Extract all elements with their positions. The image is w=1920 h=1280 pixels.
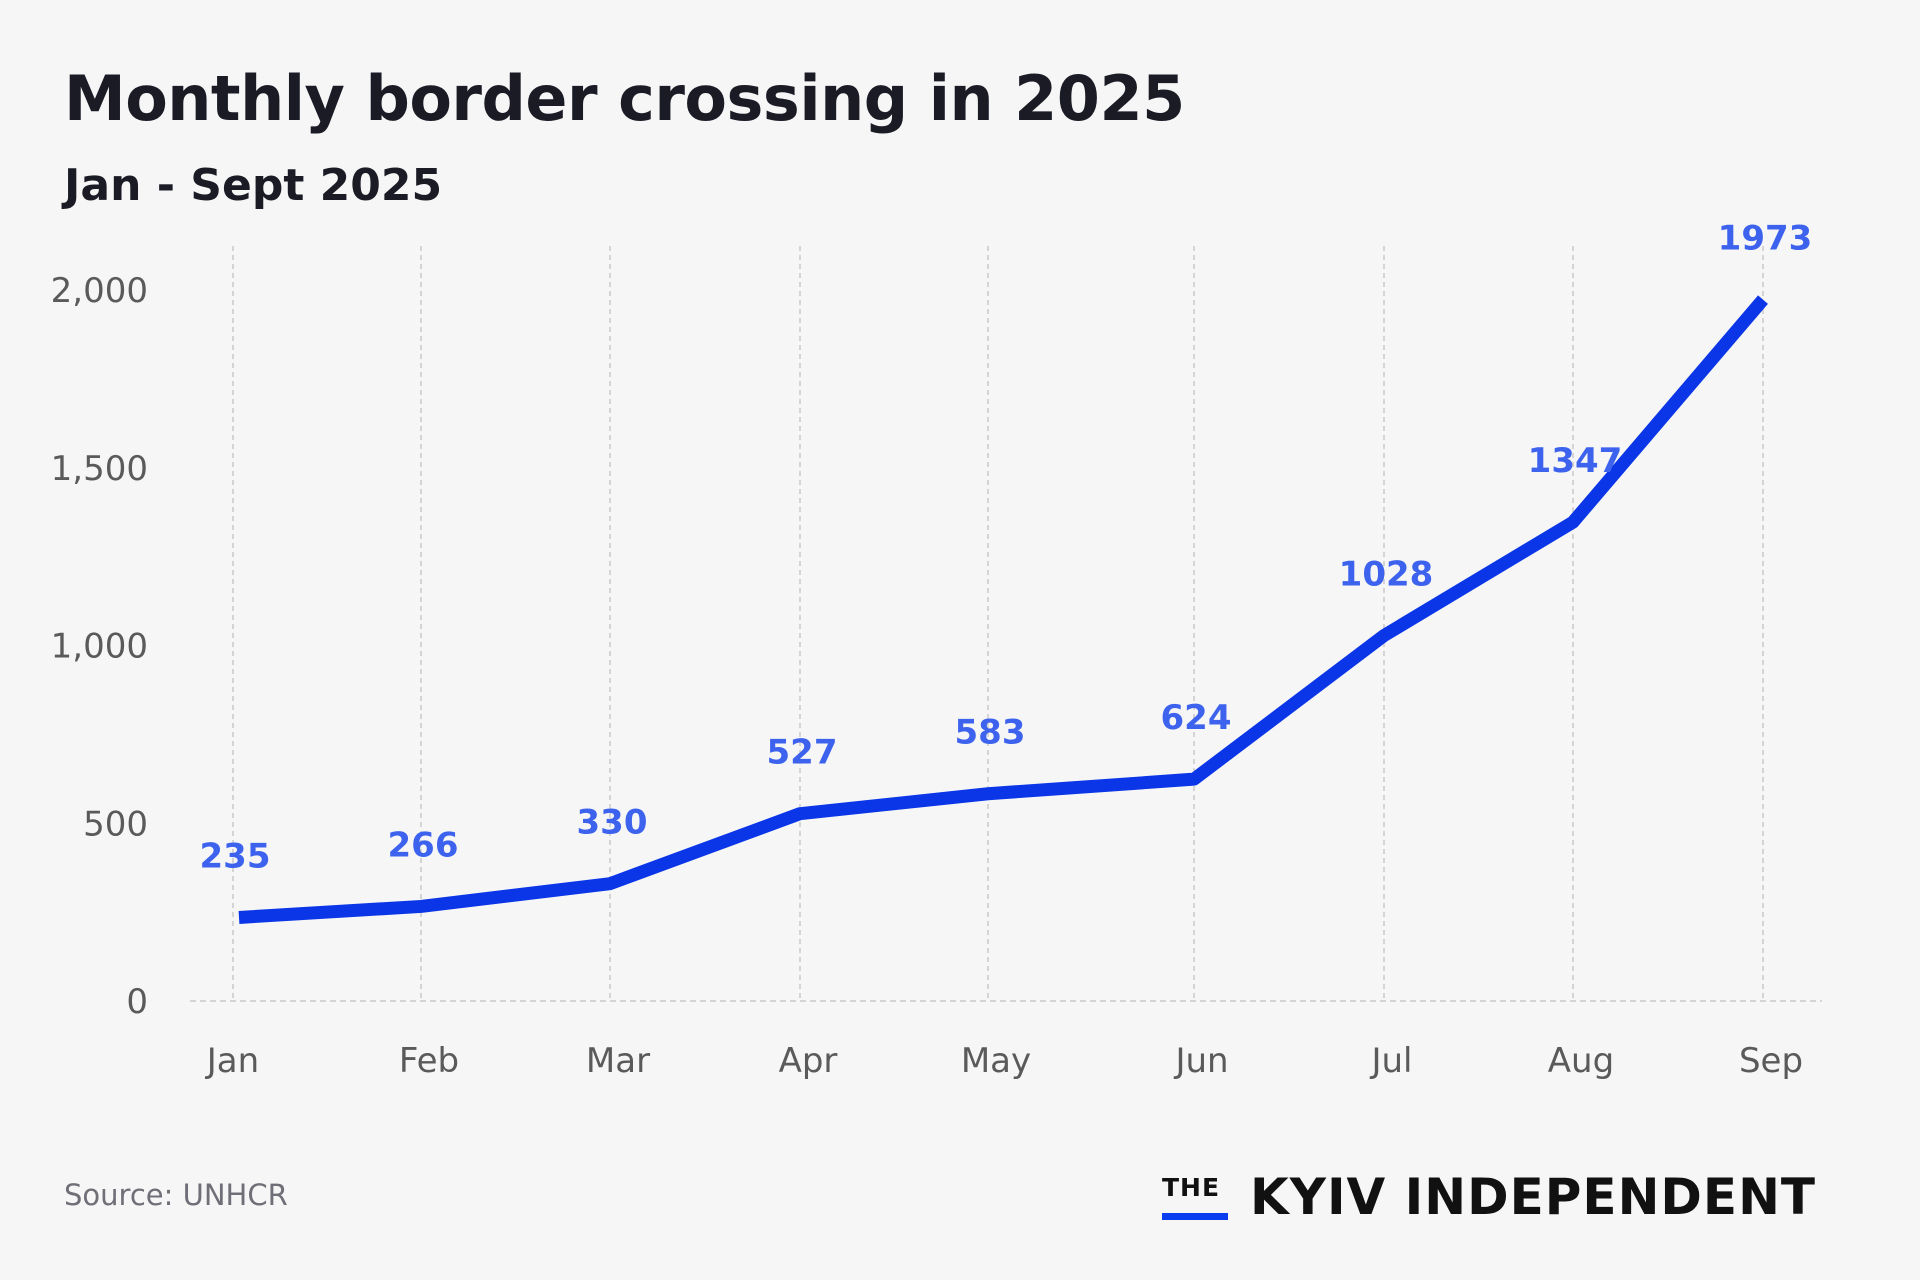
data-label: 1973 (1718, 219, 1813, 259)
x-tick-label: May (961, 1041, 1031, 1081)
data-label: 235 (200, 836, 271, 876)
x-tick-label: Apr (779, 1041, 838, 1081)
x-tick-label: Feb (399, 1041, 459, 1081)
y-tick-label: 1,500 (51, 449, 148, 489)
data-label: 330 (577, 803, 648, 843)
data-label: 583 (955, 713, 1026, 753)
x-tick-label: Sep (1739, 1041, 1803, 1081)
x-tick-label: Jun (1173, 1041, 1228, 1081)
x-tick-label: Jul (1369, 1041, 1412, 1081)
logo-accent-bar (1162, 1213, 1228, 1220)
logo-the: THE (1162, 1173, 1228, 1222)
data-label: 1028 (1339, 555, 1434, 595)
data-label: 266 (388, 825, 459, 865)
y-tick-label: 1,000 (51, 627, 148, 667)
x-tick-label: Aug (1548, 1041, 1614, 1081)
y-tick-label: 2,000 (51, 271, 148, 311)
y-tick-label: 0 (126, 982, 148, 1022)
kyiv-independent-logo: THE KYIV INDEPENDENT (1162, 1168, 1816, 1222)
logo-name: KYIV INDEPENDENT (1250, 1168, 1817, 1226)
data-line (238, 295, 1768, 924)
data-label: 624 (1161, 698, 1232, 738)
y-tick-label: 500 (83, 804, 148, 844)
data-label: 527 (767, 733, 838, 773)
chart-title: Monthly border crossing in 2025 (64, 62, 1185, 135)
source-note: Source: UNHCR (64, 1178, 288, 1212)
x-tick-label: Mar (586, 1041, 650, 1081)
chart-subtitle: Jan - Sept 2025 (64, 160, 443, 211)
data-label: 1347 (1528, 441, 1623, 481)
x-tick-label: Jan (205, 1041, 259, 1081)
